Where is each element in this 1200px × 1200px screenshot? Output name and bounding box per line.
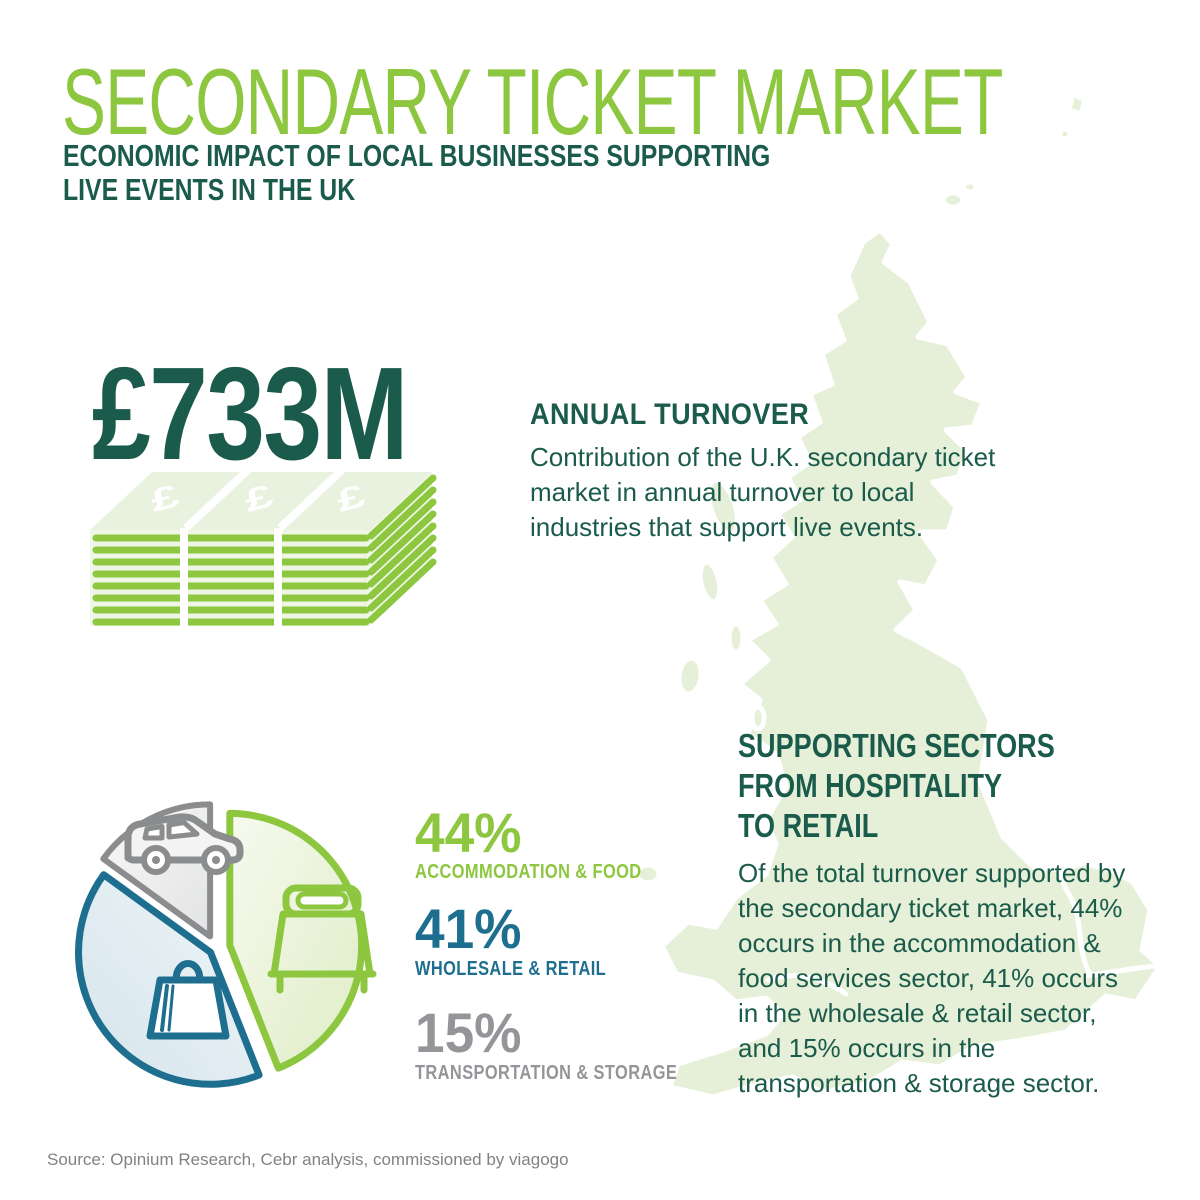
legend-label-accommodation: ACCOMMODATION & FOOD xyxy=(415,861,642,883)
annual-turnover-body: Contribution of the U.K. secondary ticke… xyxy=(530,442,996,542)
sectors-body: Of the total turnover supported by the s… xyxy=(738,858,1126,1098)
sectors-heading-line3: TO RETAIL xyxy=(738,807,879,844)
page-subtitle-line2-wrap: LIVE EVENTS IN THE UK xyxy=(63,172,428,208)
legend-value-transportation-wrap: 15% xyxy=(415,1000,527,1065)
page-subtitle-line1: ECONOMIC IMPACT OF LOCAL BUSINESSES SUPP… xyxy=(63,138,771,173)
page-subtitle-line1-wrap: ECONOMIC IMPACT OF LOCAL BUSINESSES SUPP… xyxy=(63,138,947,174)
legend-label-transportation: TRANSPORTATION & STORAGE xyxy=(415,1062,678,1084)
page-subtitle-line2: LIVE EVENTS IN THE UK xyxy=(63,172,356,207)
shopping-bag-icon xyxy=(146,960,230,1040)
shetland-islands-shape xyxy=(1066,91,1088,117)
annual-turnover-amount: £733M xyxy=(92,340,408,487)
sector-pie-chart xyxy=(75,801,377,1088)
car-icon xyxy=(124,813,244,875)
sectors-heading-line1: SUPPORTING SECTORS xyxy=(738,727,1055,764)
legend-value-accommodation-wrap: 44% xyxy=(415,800,527,865)
uk-map-graphic xyxy=(634,91,1163,1100)
pie-slice-accommodation-food xyxy=(226,809,366,1072)
legend-value-transportation: 15% xyxy=(415,1001,522,1064)
map-river-lines xyxy=(765,627,1159,997)
bed-icon xyxy=(267,884,377,994)
annual-turnover-heading: ANNUAL TURNOVER xyxy=(530,398,810,431)
banknote-stack-icon: £ £ £ xyxy=(90,467,437,628)
legend-label-wholesale-wrap: WHOLESALE & RETAIL xyxy=(415,958,648,981)
legend-value-accommodation: 44% xyxy=(415,801,522,864)
legend-label-accommodation-wrap: ACCOMMODATION & FOOD xyxy=(415,861,691,884)
sectors-heading-line2: FROM HOSPITALITY xyxy=(738,767,1003,804)
annual-turnover-heading-wrap: ANNUAL TURNOVER xyxy=(530,398,840,432)
source-line: Source: Opinium Research, Cebr analysis,… xyxy=(47,1150,569,1169)
legend-value-wholesale: 41% xyxy=(415,897,522,960)
legend-label-transportation-wrap: TRANSPORTATION & STORAGE xyxy=(415,1062,735,1085)
annual-turnover-amount-wrap: £733M xyxy=(92,338,486,489)
uk-mainland-shape xyxy=(659,227,1163,1100)
legend-value-wholesale-wrap: 41% xyxy=(415,896,527,961)
sectors-heading: SUPPORTING SECTORS FROM HOSPITALITY TO R… xyxy=(738,726,1124,846)
page-title-wrap: SECONDARY TICKET MARKET xyxy=(62,48,1200,156)
page-title: SECONDARY TICKET MARKET xyxy=(62,49,1003,154)
legend-label-wholesale: WHOLESALE & RETAIL xyxy=(415,958,607,980)
